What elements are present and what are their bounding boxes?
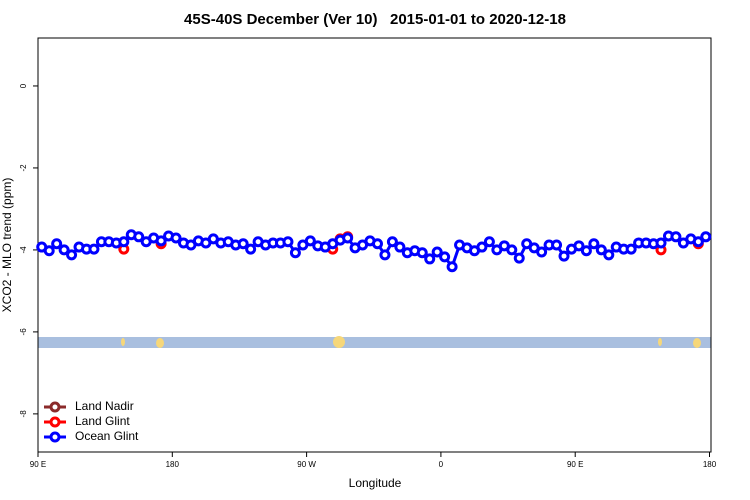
x-tick-label: 90 E [30, 460, 46, 469]
x-tick-label: 180 [703, 460, 717, 469]
land-patch [121, 338, 125, 346]
data-point [371, 238, 383, 250]
land-patch [156, 338, 164, 348]
y-tick-label: -2 [19, 164, 28, 172]
data-point [237, 238, 249, 250]
chart-title: 45S-40S December (Ver 10) 2015-01-01 to … [184, 11, 566, 28]
land-patch [693, 338, 701, 348]
data-point [439, 251, 451, 263]
x-tick-label: 90 W [297, 460, 316, 469]
data-point [155, 235, 167, 247]
y-axis-label: XCO2 - MLO trend (ppm) [0, 178, 14, 313]
x-tick-label: 180 [166, 460, 180, 469]
data-point [170, 232, 182, 244]
data-point [573, 240, 585, 252]
data-point [580, 245, 592, 257]
legend-label: Land Glint [75, 414, 130, 428]
data-point [513, 252, 525, 264]
x-axis-label: Longitude [349, 476, 402, 490]
y-tick-label: 0 [19, 83, 28, 88]
land-strip [38, 336, 711, 348]
data-point [588, 238, 600, 250]
data-point [66, 249, 78, 261]
data-point [289, 247, 301, 259]
data-point [692, 236, 704, 248]
data-point [58, 244, 70, 256]
data-point [282, 236, 294, 248]
y-tick-label: -8 [19, 410, 28, 418]
land-patch [333, 336, 345, 348]
data-point [603, 249, 615, 261]
data-point [133, 231, 145, 243]
data-point [424, 253, 436, 265]
data-point [551, 239, 563, 251]
y-tick-label: -6 [19, 328, 28, 336]
legend-label: Ocean Glint [75, 429, 139, 443]
data-point [446, 261, 458, 273]
x-tick-label: 90 E [567, 460, 583, 469]
data-point [700, 231, 712, 243]
data-point [386, 236, 398, 248]
data-point [625, 243, 637, 255]
data-point [670, 231, 682, 243]
data-point [476, 241, 488, 253]
data-point [655, 237, 667, 249]
legend-marker [49, 431, 61, 443]
data-point [51, 238, 63, 250]
data-point [536, 246, 548, 258]
land-patch [658, 338, 662, 346]
x-tick-label: 0 [439, 460, 444, 469]
data-point [595, 244, 607, 256]
data-point [431, 246, 443, 258]
data-point [304, 235, 316, 247]
data-point [506, 244, 518, 256]
ocean-band [38, 337, 711, 348]
data-point [483, 236, 495, 248]
data-point [379, 249, 391, 261]
y-tick-label: -4 [19, 246, 28, 254]
legend-marker [49, 416, 61, 428]
data-point [245, 243, 257, 255]
data-point [394, 241, 406, 253]
data-point [118, 236, 130, 248]
legend-label: Land Nadir [75, 399, 134, 413]
data-point [558, 250, 570, 262]
data-point [88, 243, 100, 255]
data-point [342, 232, 354, 244]
data-point [43, 245, 55, 257]
data-point [416, 247, 428, 259]
legend-marker [49, 401, 61, 413]
